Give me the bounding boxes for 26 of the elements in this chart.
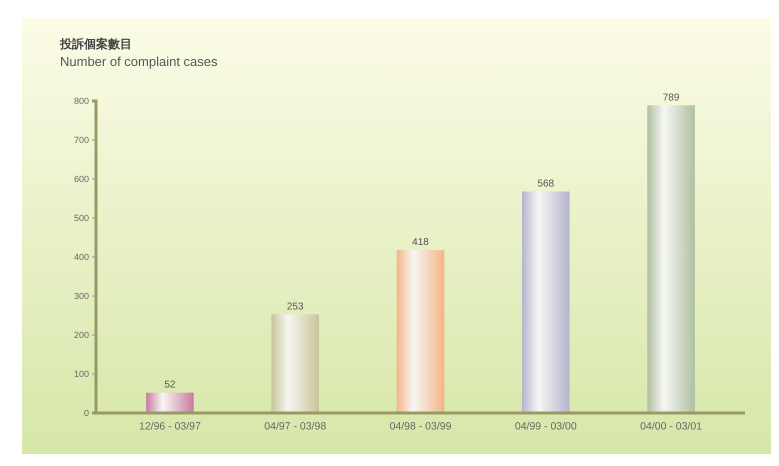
y-tick-label: 800: [74, 96, 89, 106]
y-tick-label: 100: [74, 368, 89, 379]
bar: [396, 250, 444, 413]
y-tick-label: 0: [84, 408, 89, 418]
chart-title: 投訴個案數目: [59, 37, 132, 51]
x-tick-label: 04/97 - 03/98: [264, 420, 326, 432]
x-tick-label: 04/00 - 03/01: [640, 420, 702, 432]
data-label: 52: [164, 380, 176, 391]
y-tick-label: 600: [74, 174, 89, 184]
bar: [647, 105, 695, 413]
y-tick-label: 500: [74, 212, 89, 223]
data-label: 253: [286, 301, 304, 312]
y-tick-label: 700: [74, 134, 89, 145]
data-label: 568: [537, 178, 555, 190]
x-tick-label: 04/98 - 03/99: [390, 420, 452, 432]
y-tick-label: 200: [74, 330, 89, 340]
chart-subtitle: Number of complaint cases: [60, 54, 218, 69]
data-label: 418: [412, 236, 430, 248]
y-tick-label: 400: [74, 252, 89, 262]
x-tick-label: 12/96 - 03/97: [138, 420, 202, 432]
bar: [146, 392, 194, 413]
bar: [522, 191, 570, 413]
x-tick-label: 04/99 - 03/00: [514, 420, 577, 432]
data-label: 789: [662, 92, 680, 104]
bar: [271, 314, 320, 413]
y-tick-label: 300: [74, 290, 89, 301]
